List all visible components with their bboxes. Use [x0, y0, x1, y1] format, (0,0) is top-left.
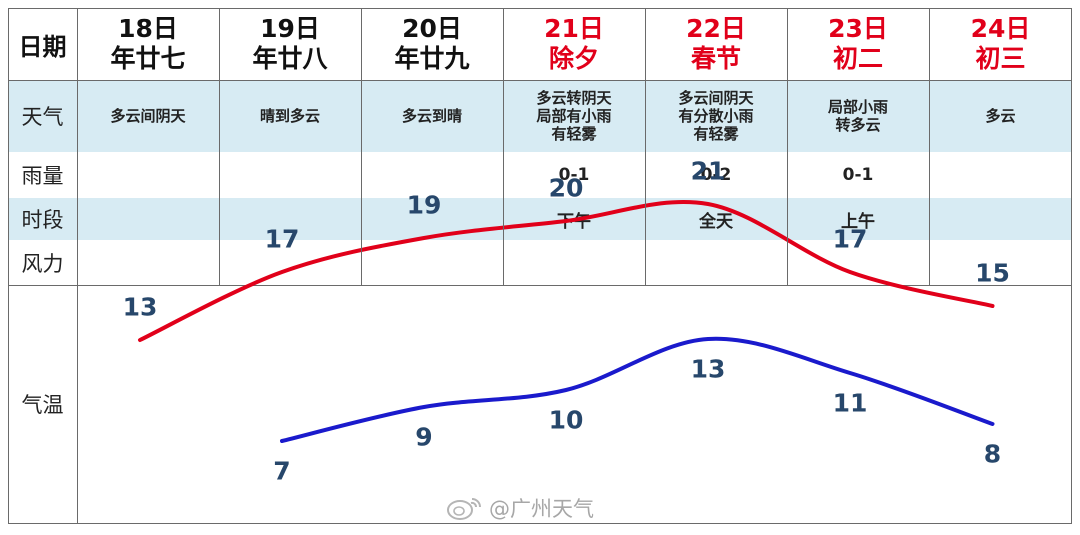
day-lunar: 春节 — [690, 44, 741, 73]
day-date: 20日 — [402, 14, 462, 43]
table-border-left — [8, 8, 9, 524]
high-temp-label: 21 — [690, 156, 726, 186]
weather-cell: 晴到多云 — [219, 80, 361, 152]
weather-text: 多云间阴天 — [110, 107, 186, 125]
label-column-divider — [77, 8, 78, 524]
low-temp-label: 7 — [273, 456, 291, 486]
weather-cell: 局部小雨 转多云 — [787, 80, 929, 152]
day-lunar: 年廿八 — [252, 44, 328, 73]
day-header: 24日 初三 — [929, 8, 1072, 80]
rain-cell: 0-1 — [503, 152, 645, 198]
rain-period: 全天 — [699, 211, 733, 232]
day-date: 24日 — [970, 14, 1031, 43]
weather-text: 晴到多云 — [259, 107, 320, 125]
watermark: @广州天气 — [445, 493, 594, 523]
wind-row-label: 风力 — [21, 251, 64, 276]
high-temp-label: 17 — [264, 224, 300, 254]
day-date: 22日 — [686, 14, 746, 43]
day-date: 21日 — [544, 14, 604, 43]
column-divider — [929, 8, 930, 285]
low-temp-label: 13 — [690, 354, 726, 384]
rain-cell: 0-1 — [787, 152, 929, 198]
rain-amount: 0-1 — [842, 165, 874, 185]
low-temp-label: 8 — [983, 439, 1002, 469]
low-temperature-line — [280, 336, 995, 443]
date-header-label: 日期 — [18, 32, 67, 61]
weather-cell: 多云间阴天 有分散小雨 有轻雾 — [645, 80, 787, 152]
column-divider — [219, 8, 220, 285]
day-header: 22日 春节 — [645, 8, 787, 80]
high-temp-label: 19 — [406, 190, 442, 220]
day-date: 18日 — [118, 14, 178, 43]
table-border-bottom — [8, 523, 1072, 524]
weather-text: 多云转阴天 局部有小雨 有轻雾 — [536, 89, 612, 143]
day-header: 23日 初二 — [787, 8, 929, 80]
high-temp-label: 20 — [548, 173, 584, 203]
weather-row-band — [8, 80, 1072, 152]
column-divider — [361, 8, 362, 285]
rain-row-label: 雨量 — [21, 164, 64, 188]
day-header: 20日 年廿九 — [361, 8, 503, 80]
weather-cell: 多云转阴天 局部有小雨 有轻雾 — [503, 80, 645, 152]
low-temp-label: 9 — [415, 422, 433, 452]
weather-text: 局部小雨 转多云 — [827, 98, 888, 134]
weather-text: 多云间阴天 有分散小雨 有轻雾 — [678, 89, 754, 143]
day-lunar: 除夕 — [548, 44, 599, 73]
period-row-label: 时段 — [21, 208, 64, 232]
day-lunar: 年廿七 — [110, 44, 186, 73]
period-row-band — [8, 198, 1072, 240]
temperature-row-label: 气温 — [21, 393, 64, 417]
column-divider — [645, 8, 646, 285]
day-date: 19日 — [260, 14, 320, 43]
period-cell: 全天 — [645, 198, 787, 240]
weather-text: 多云 — [985, 107, 1016, 125]
low-temp-label: 11 — [832, 388, 868, 418]
temperature-chart — [138, 199, 995, 443]
rain-amount: 0-2 — [700, 165, 732, 185]
day-lunar: 初二 — [832, 44, 883, 73]
column-divider — [787, 8, 788, 285]
high-temp-label: 17 — [832, 224, 868, 254]
weather-row-label: 天气 — [21, 105, 64, 129]
day-lunar: 初三 — [975, 44, 1026, 73]
header-divider — [8, 80, 1072, 81]
day-header: 21日 除夕 — [503, 8, 645, 80]
rain-amount: 0-1 — [558, 165, 590, 185]
weather-cell: 多云 — [929, 80, 1072, 152]
weather-text: 多云到晴 — [401, 107, 462, 125]
rain-cell: 0-2 — [645, 152, 787, 198]
high-temp-label: 13 — [122, 292, 158, 322]
temperature-divider — [8, 285, 1072, 286]
column-divider — [503, 8, 504, 285]
day-header: 19日 年廿八 — [219, 8, 361, 80]
weather-cell: 多云间阴天 — [77, 80, 219, 152]
forecast-table: 日期 天气 雨量 时段 风力 气温 18日 年廿七多云间阴天 19日 年廿八晴到多云 2… — [8, 8, 1072, 524]
day-header: 18日 年廿七 — [77, 8, 219, 80]
table-border-top — [8, 8, 1072, 9]
high-temp-label: 15 — [975, 258, 1010, 288]
high-temperature-line — [138, 199, 995, 342]
weibo-icon — [447, 498, 481, 520]
table-border-right — [1071, 8, 1072, 524]
period-cell: 上午 — [787, 198, 929, 240]
weather-cell: 多云到晴 — [361, 80, 503, 152]
low-temp-label: 10 — [548, 405, 584, 435]
day-lunar: 年廿九 — [394, 44, 470, 73]
watermark-text: @广州天气 — [489, 497, 594, 521]
rain-period: 上午 — [841, 211, 875, 232]
day-date: 23日 — [828, 14, 888, 43]
